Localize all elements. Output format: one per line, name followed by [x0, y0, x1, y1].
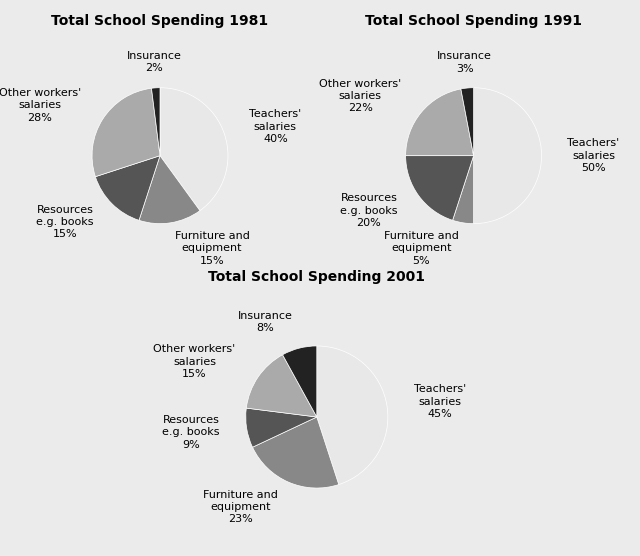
Title: Total School Spending 1991: Total School Spending 1991 [365, 14, 582, 28]
Text: Other workers'
salaries
22%: Other workers' salaries 22% [319, 78, 401, 113]
Text: Furniture and
equipment
23%: Furniture and equipment 23% [203, 490, 278, 524]
Wedge shape [95, 156, 160, 220]
Wedge shape [246, 355, 317, 417]
Wedge shape [152, 88, 160, 156]
Text: Resources
e.g. books
20%: Resources e.g. books 20% [340, 193, 397, 228]
Text: Teachers'
salaries
50%: Teachers' salaries 50% [568, 138, 620, 173]
Wedge shape [474, 88, 541, 224]
Title: Total School Spending 2001: Total School Spending 2001 [208, 270, 426, 284]
Text: Resources
e.g. books
9%: Resources e.g. books 9% [163, 415, 220, 450]
Title: Total School Spending 1981: Total School Spending 1981 [51, 14, 269, 28]
Text: Furniture and
equipment
15%: Furniture and equipment 15% [175, 231, 250, 266]
Text: Teachers'
salaries
45%: Teachers' salaries 45% [413, 384, 466, 419]
Text: Teachers'
salaries
40%: Teachers' salaries 40% [249, 110, 301, 144]
Text: Other workers'
salaries
15%: Other workers' salaries 15% [154, 345, 236, 379]
Wedge shape [283, 346, 317, 417]
Wedge shape [160, 88, 228, 211]
Wedge shape [317, 346, 388, 485]
Wedge shape [246, 408, 317, 447]
Wedge shape [406, 156, 474, 220]
Wedge shape [461, 88, 474, 156]
Text: Resources
e.g. books
15%: Resources e.g. books 15% [36, 205, 93, 240]
Text: Insurance
8%: Insurance 8% [237, 311, 292, 333]
Text: Insurance
2%: Insurance 2% [127, 51, 182, 73]
Wedge shape [92, 88, 160, 177]
Text: Other workers'
salaries
28%: Other workers' salaries 28% [0, 88, 81, 123]
Wedge shape [452, 156, 474, 224]
Wedge shape [253, 417, 339, 488]
Wedge shape [139, 156, 200, 224]
Text: Furniture and
equipment
5%: Furniture and equipment 5% [384, 231, 459, 266]
Wedge shape [406, 89, 474, 156]
Text: Insurance
3%: Insurance 3% [437, 51, 492, 73]
